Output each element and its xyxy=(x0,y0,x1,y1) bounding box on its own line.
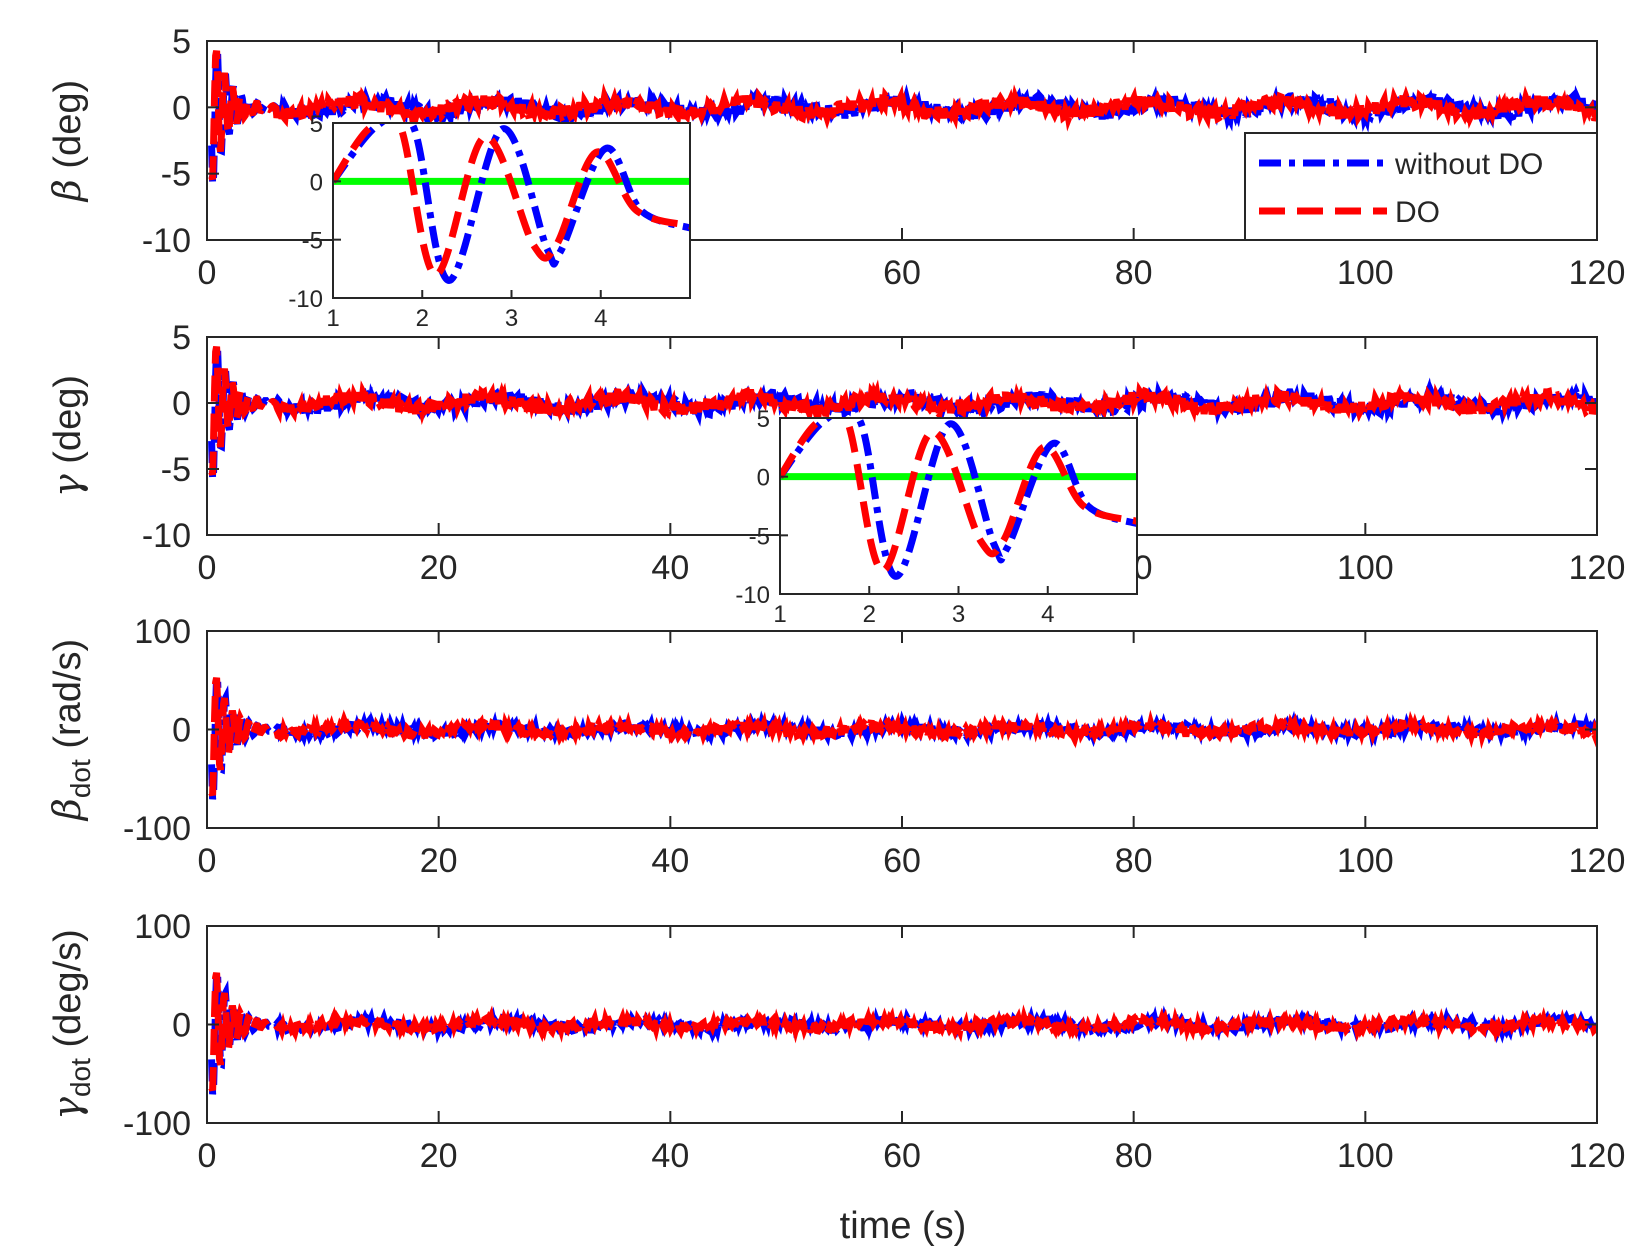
inset-plot-area xyxy=(780,418,1137,594)
legend-label-do: DO xyxy=(1395,196,1440,229)
x-tick-label: 60 xyxy=(883,1137,921,1175)
inset-y-tick-label: 5 xyxy=(310,111,323,138)
y-tick-label: -5 xyxy=(161,156,191,194)
y-axis-label: γ (deg) xyxy=(45,375,89,497)
inset-series-line-do xyxy=(333,123,690,279)
legend-box xyxy=(1244,132,1598,241)
x-tick-label: 80 xyxy=(1115,254,1153,292)
y-tick-label: 0 xyxy=(172,89,191,127)
x-tick-label: 120 xyxy=(1569,842,1626,880)
legend: without DO DO xyxy=(1244,132,1598,241)
x-tick-label: 0 xyxy=(198,549,217,587)
x-tick-label: 40 xyxy=(651,549,689,587)
inset-series-line-do xyxy=(780,418,1137,574)
x-tick-label: 20 xyxy=(420,842,458,880)
y-tick-label: 0 xyxy=(172,385,191,423)
inset-y-tick-label: 5 xyxy=(757,406,770,433)
y-axis-label: βdot (rad/s) xyxy=(45,639,96,822)
series-line-do xyxy=(208,346,1597,476)
inset-y-tick-label: -10 xyxy=(288,286,323,313)
x-tick-label: 0 xyxy=(198,1137,217,1175)
y-axis-label: β (deg) xyxy=(45,80,89,203)
inset-x-tick-label: 2 xyxy=(863,601,876,628)
inset-2: 1 2 3 4 -10 -5 0 5 xyxy=(735,406,1138,628)
y-tick-label: -5 xyxy=(161,451,191,489)
inset-y-tick-label: -5 xyxy=(749,523,770,550)
x-tick-label: 120 xyxy=(1569,1137,1626,1175)
x-tick-label: 100 xyxy=(1337,842,1394,880)
inset-plot-area xyxy=(333,123,690,298)
inset-y-tick-label: -10 xyxy=(735,582,770,609)
insets: 1 2 3 4 -10 -5 0 5 1 2 3 4 -10 -5 0 5 xyxy=(288,111,1138,628)
y-tick-label: 5 xyxy=(172,319,191,357)
y-tick-label: 0 xyxy=(172,1007,191,1045)
x-tick-label: 40 xyxy=(651,1137,689,1175)
x-tick-label: 60 xyxy=(883,254,921,292)
x-tick-label: 120 xyxy=(1569,254,1626,292)
inset-x-tick-label: 1 xyxy=(773,601,786,628)
y-tick-label: 5 xyxy=(172,23,191,61)
series-line-do xyxy=(208,677,1597,797)
inset-y-tick-label: 0 xyxy=(310,169,323,196)
y-tick-label: -100 xyxy=(123,810,191,848)
x-tick-label: 60 xyxy=(883,842,921,880)
x-tick-label: 100 xyxy=(1337,549,1394,587)
y-tick-label: 100 xyxy=(134,908,191,946)
inset-x-tick-label: 2 xyxy=(416,305,429,332)
x-tick-label: 0 xyxy=(198,842,217,880)
inset-x-tick-label: 4 xyxy=(1041,601,1054,628)
x-tick-label: 80 xyxy=(1115,842,1153,880)
x-axis-label: time (s) xyxy=(840,1205,967,1247)
inset-1: 1 2 3 4 -10 -5 0 5 xyxy=(288,111,691,332)
x-tick-label: 20 xyxy=(420,549,458,587)
y-tick-label: -10 xyxy=(142,222,191,260)
y-tick-label: -10 xyxy=(142,517,191,555)
x-tick-label: 100 xyxy=(1337,254,1394,292)
series-line-do xyxy=(208,50,1597,181)
inset-x-tick-label: 1 xyxy=(326,305,339,332)
y-tick-label: 100 xyxy=(134,613,191,651)
x-tick-label: 20 xyxy=(420,1137,458,1175)
y-axis-label: γdot (deg/s) xyxy=(45,929,96,1119)
inset-x-tick-label: 4 xyxy=(594,305,607,332)
inset-series-line-without-do xyxy=(780,418,1137,580)
x-tick-label: 80 xyxy=(1115,1137,1153,1175)
x-tick-label: 40 xyxy=(651,842,689,880)
x-tick-label: 0 xyxy=(198,254,217,292)
x-tick-label: 100 xyxy=(1337,1137,1394,1175)
inset-y-tick-label: -5 xyxy=(302,228,323,255)
x-tick-label: 120 xyxy=(1569,549,1626,587)
y-tick-label: -100 xyxy=(123,1105,191,1143)
inset-y-tick-label: 0 xyxy=(757,465,770,492)
inset-x-tick-label: 3 xyxy=(505,305,518,332)
series-line-do xyxy=(208,972,1597,1092)
inset-series-line-without-do xyxy=(333,123,690,285)
inset-x-tick-label: 3 xyxy=(952,601,965,628)
y-tick-label: 0 xyxy=(172,712,191,750)
legend-label-without-do: without DO xyxy=(1394,148,1543,181)
